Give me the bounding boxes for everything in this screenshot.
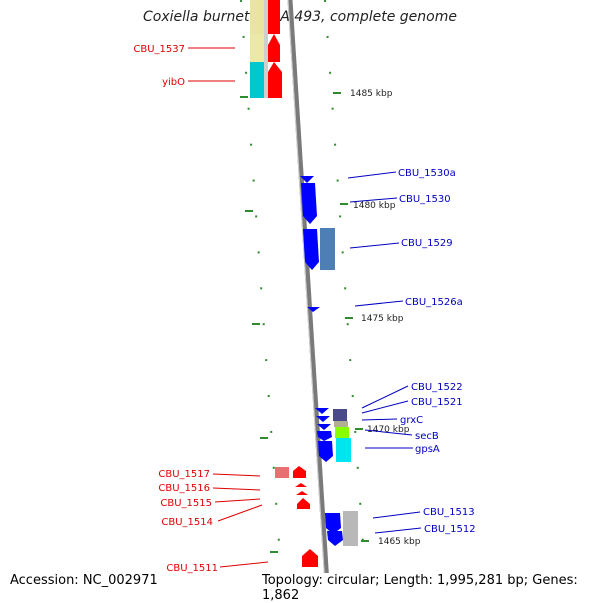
label-line <box>361 418 398 421</box>
gene-arrow[interactable] <box>307 307 320 312</box>
label-line <box>219 561 269 568</box>
label-line <box>354 300 404 307</box>
gene-arrow[interactable] <box>317 424 331 430</box>
gene-block[interactable] <box>343 511 358 546</box>
gene-arrow[interactable] <box>300 176 314 183</box>
gene-block[interactable] <box>250 34 264 62</box>
gene-block[interactable] <box>333 409 347 421</box>
gene-label-cbu-1530a[interactable]: CBU_1530a <box>398 168 456 179</box>
gene-label-cbu-1515[interactable]: CBU_1515 <box>160 498 212 509</box>
gene-arrow[interactable] <box>295 483 307 487</box>
gene-arrow[interactable] <box>268 34 280 62</box>
backbone-highlight <box>287 0 327 600</box>
label-line <box>349 242 400 249</box>
label-line <box>374 527 422 534</box>
gene-arrow[interactable] <box>318 441 333 462</box>
gene-arrow[interactable] <box>303 229 319 270</box>
label-line <box>349 197 398 203</box>
gene-label-cbu-1513[interactable]: CBU_1513 <box>423 507 475 518</box>
genome-backbone <box>287 0 331 600</box>
label-line <box>372 511 421 519</box>
gene-block[interactable] <box>335 427 349 438</box>
gene-arrow[interactable] <box>296 491 308 495</box>
gene-label-grxc[interactable]: grxC <box>400 415 423 426</box>
label-line <box>364 429 413 436</box>
gene-label-gpsa[interactable]: gpsA <box>415 444 440 455</box>
gene-label-cbu-1537[interactable]: CBU_1537 <box>133 44 185 55</box>
map-title: Coxiella burnetii RSA 493, complete geno… <box>143 9 457 25</box>
gene-arrow[interactable] <box>297 498 310 509</box>
accession-text: Accession: NC_002971 <box>8 573 160 588</box>
label-line <box>217 504 263 522</box>
gene-block[interactable] <box>334 421 348 427</box>
gene-label-yibo[interactable]: yibO <box>162 77 185 88</box>
gene-arrow[interactable] <box>302 549 318 567</box>
gene-label-cbu-1530[interactable]: CBU_1530 <box>399 194 451 205</box>
gene-block[interactable] <box>250 62 266 98</box>
tick-label: 1465 kbp <box>378 537 421 547</box>
topology-text: Topology: circular; Length: 1,995,281 bp… <box>260 573 600 603</box>
label-line <box>212 487 261 491</box>
gene-arrow[interactable] <box>268 62 282 98</box>
gene-block[interactable] <box>250 0 264 34</box>
gene-label-cbu-1511[interactable]: CBU_1511 <box>166 563 218 574</box>
tick-label: 1470 kbp <box>367 425 410 435</box>
gene-label-cbu-1522[interactable]: CBU_1522 <box>411 382 463 393</box>
gene-label-cbu-1521[interactable]: CBU_1521 <box>411 397 463 408</box>
label-line <box>214 498 261 503</box>
gene-label-cbu-1529[interactable]: CBU_1529 <box>401 238 453 249</box>
gene-block[interactable] <box>320 228 335 270</box>
gene-label-cbu-1516[interactable]: CBU_1516 <box>158 483 210 494</box>
label-line <box>361 400 409 414</box>
gene-arrow[interactable] <box>315 408 329 414</box>
label-line <box>361 385 409 409</box>
tick-label: 1480 kbp <box>353 201 396 211</box>
gene-arrow[interactable] <box>268 0 280 34</box>
gene-arrow[interactable] <box>317 431 332 441</box>
gene-label-secb[interactable]: secB <box>415 431 439 442</box>
label-line <box>212 473 261 477</box>
gene-label-cbu-1512[interactable]: CBU_1512 <box>424 524 476 535</box>
gene-block[interactable] <box>275 467 289 478</box>
label-line <box>347 171 397 179</box>
tick-label: 1475 kbp <box>361 314 404 324</box>
tick-label: 1485 kbp <box>350 89 393 99</box>
gene-arrow[interactable] <box>327 531 343 546</box>
gene-arrow[interactable] <box>316 416 330 422</box>
gene-label-cbu-1526a[interactable]: CBU_1526a <box>405 297 463 308</box>
gene-arrow[interactable] <box>301 183 317 224</box>
gene-label-cbu-1517[interactable]: CBU_1517 <box>158 469 210 480</box>
gene-arrow[interactable] <box>293 466 306 478</box>
gene-label-cbu-1514[interactable]: CBU_1514 <box>161 517 213 528</box>
gene-arrow[interactable] <box>325 513 341 534</box>
gene-block[interactable] <box>336 438 351 462</box>
